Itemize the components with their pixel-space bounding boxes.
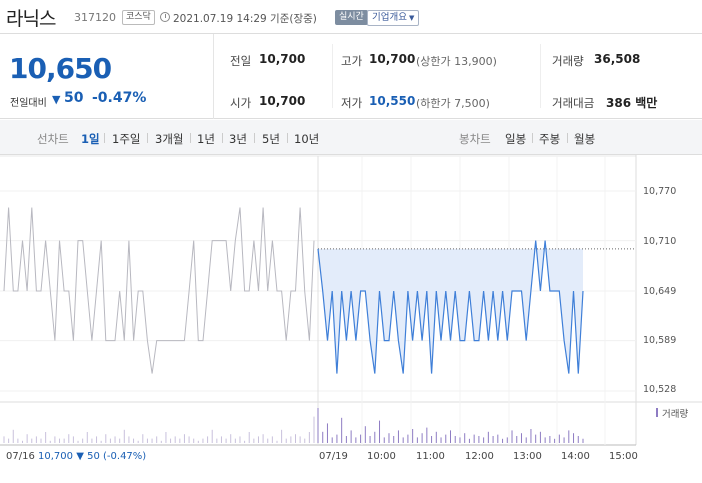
volume-value: 36,508 xyxy=(594,52,641,66)
prev-day-price-line xyxy=(3,207,315,374)
prev-close-value: 10,700 xyxy=(259,52,306,66)
quote-summary: 10,650 전일대비 ▼ 50 -0.47% 전일 10,700 시가 10,… xyxy=(0,34,702,119)
divider xyxy=(254,133,255,143)
prev-close-label: 전일 xyxy=(230,54,252,68)
company-overview-label: 기업개요 xyxy=(372,12,407,23)
volume-legend-swatch xyxy=(656,408,658,417)
prev-day-change: 50 xyxy=(87,451,100,462)
divider xyxy=(190,133,191,143)
chart-period-tabs: 선차트 1일 1주일 3개월 1년 3년 5년 10년 봉차트 일봉 주봉 월봉 xyxy=(0,120,702,155)
tab-1d[interactable]: 1일 xyxy=(81,132,100,146)
y-tick-label: 10,528 xyxy=(643,384,677,395)
tab-1y[interactable]: 1년 xyxy=(197,132,215,146)
y-tick-label: 10,770 xyxy=(643,186,677,197)
open-label: 시가 xyxy=(230,96,252,110)
tab-3m[interactable]: 3개월 xyxy=(155,132,184,146)
x-tick-label: 11:00 xyxy=(416,451,445,462)
intraday-chart[interactable]: 10,770 10,710 10,649 10,589 10,528 거래량 0… xyxy=(0,155,702,483)
today-price-line xyxy=(317,240,584,374)
prev-day-close: 10,700 xyxy=(38,451,74,462)
high-value: 10,700 xyxy=(369,52,416,66)
x-tick-label: 15:00 xyxy=(609,451,638,462)
y-tick-label: 10,649 xyxy=(643,286,677,297)
divider xyxy=(104,133,105,143)
change-rate: -0.47% xyxy=(92,90,147,106)
stock-header: 라닉스 317120 코스닥 2021.07.19 14:29 기준(장중) 실… xyxy=(0,0,702,34)
price-box: 10,650 전일대비 ▼ 50 -0.47% xyxy=(0,34,214,119)
trade-value-label: 거래대금 xyxy=(552,96,595,110)
x-tick-label: 13:00 xyxy=(513,451,542,462)
divider xyxy=(332,44,333,108)
tab-10y[interactable]: 10년 xyxy=(294,132,320,146)
change-label: 전일대비 xyxy=(10,98,47,109)
x-tick-label: 10:00 xyxy=(367,451,396,462)
x-tick-label: 12:00 xyxy=(465,451,494,462)
tab-daily-candle[interactable]: 일봉 xyxy=(505,132,527,146)
trade-value: 386 백만 xyxy=(606,96,658,110)
clock-icon xyxy=(160,12,170,22)
upper-limit: (상한가 13,900) xyxy=(416,55,497,68)
x-tick-label: 07/19 xyxy=(319,451,348,462)
divider xyxy=(147,133,148,143)
open-value: 10,700 xyxy=(259,94,306,108)
divider xyxy=(567,133,568,143)
volume-label: 거래량 xyxy=(552,54,584,68)
prev-day-date: 07/16 xyxy=(6,451,35,462)
candle-chart-label: 봉차트 xyxy=(459,132,491,146)
stock-name: 라닉스 xyxy=(6,8,56,30)
quote-datetime: 2021.07.19 14:29 기준(장중) xyxy=(173,13,317,25)
x-tick-label: 14:00 xyxy=(561,451,590,462)
line-chart-label: 선차트 xyxy=(37,132,69,146)
high-label: 고가 xyxy=(341,54,363,68)
divider xyxy=(532,133,533,143)
company-overview-dropdown[interactable]: 기업개요 ▼ xyxy=(367,10,420,26)
tab-1w[interactable]: 1주일 xyxy=(112,132,141,146)
volume-legend-label: 거래량 xyxy=(662,409,689,420)
current-price: 10,650 xyxy=(9,52,112,85)
price-chart-svg xyxy=(0,155,702,446)
y-tick-label: 10,589 xyxy=(643,335,677,346)
low-value: 10,550 xyxy=(369,94,416,108)
tab-monthly-candle[interactable]: 월봉 xyxy=(574,132,596,146)
price-area-fill xyxy=(318,240,583,374)
chevron-down-icon: ▼ xyxy=(408,14,415,22)
divider xyxy=(287,133,288,143)
price-change: 50 xyxy=(64,90,84,106)
realtime-button[interactable]: 실시간 xyxy=(335,10,368,25)
divider xyxy=(222,133,223,143)
lower-limit: (하한가 7,500) xyxy=(416,97,490,110)
divider xyxy=(540,44,541,108)
market-badge: 코스닥 xyxy=(122,10,155,25)
stock-code: 317120 xyxy=(74,11,116,24)
tab-5y[interactable]: 5년 xyxy=(262,132,280,146)
y-tick-label: 10,710 xyxy=(643,236,677,247)
down-triangle-icon: ▼ xyxy=(76,451,84,462)
tab-3y[interactable]: 3년 xyxy=(229,132,247,146)
tab-weekly-candle[interactable]: 주봉 xyxy=(539,132,561,146)
low-label: 저가 xyxy=(341,96,363,110)
prev-day-summary: 07/16 10,700 ▼ 50 (-0.47%) xyxy=(6,451,146,462)
down-triangle-icon: ▼ xyxy=(52,93,61,106)
prev-day-rate: (-0.47%) xyxy=(103,451,147,462)
